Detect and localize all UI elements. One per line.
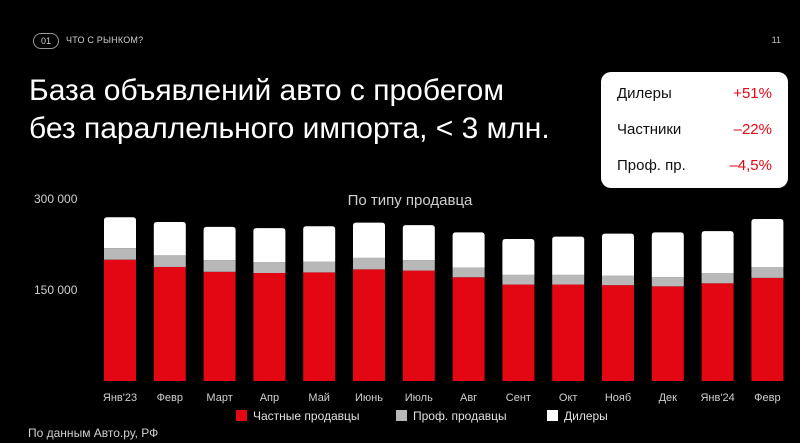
legend-swatch [396, 410, 407, 421]
chart-title: По типу продавца [348, 192, 473, 209]
bar-segment [153, 266, 186, 381]
bar-segment [502, 239, 535, 275]
legend-label: Проф. продавцы [413, 409, 507, 423]
bar-segment [552, 274, 585, 285]
bar-segment [502, 284, 535, 381]
bar-segment [153, 222, 186, 256]
bar-segment [751, 266, 784, 278]
stacked-bar-chart: По типу продавца 300 000 150 000 Янв'23 Февр… [34, 192, 784, 423]
stat-value: –4,5% [729, 157, 772, 174]
stat-label: Проф. пр. [617, 157, 686, 174]
legend-swatch [236, 410, 247, 421]
bar-segment [353, 269, 385, 381]
bar-segment [701, 231, 734, 274]
bar-segment [253, 228, 286, 263]
bar-segment [452, 267, 485, 278]
bar-segment [651, 286, 684, 381]
bar-segment [452, 232, 485, 268]
bar-segment [552, 284, 585, 381]
bar-segment [651, 277, 684, 287]
stat-label: Дилеры [617, 85, 672, 102]
bar-segment [502, 274, 535, 285]
bar-segment [452, 277, 485, 381]
source-note: По данным Авто.ру, РФ [28, 426, 159, 440]
x-tick-label: Июль [405, 392, 433, 404]
bar-segment [203, 271, 236, 381]
stat-row-prof: Проф. пр. –4,5% [617, 157, 772, 193]
bar-segment [353, 222, 385, 258]
x-tick-label: Июнь [355, 392, 383, 404]
bar-segment [353, 257, 385, 270]
x-tick-label: Дек [659, 392, 678, 404]
bar-segment [651, 232, 684, 278]
bar-segment [303, 261, 336, 273]
bar-segment [402, 270, 435, 381]
stat-row-dealers: Дилеры +51% [617, 85, 772, 121]
stat-label: Частники [617, 121, 682, 138]
bar-segment [701, 273, 734, 284]
legend-label: Частные продавцы [253, 409, 360, 423]
x-tick-label: Апр [260, 392, 279, 404]
bar-segment [602, 285, 634, 381]
bar-segment [203, 226, 236, 261]
stat-row-private: Частники –22% [617, 121, 772, 157]
x-tick-label: Янв'23 [103, 392, 137, 404]
slide-number-badge: 01 [33, 33, 59, 49]
x-tick-label: Май [308, 392, 330, 404]
bar-segment [253, 273, 286, 381]
bar-segment [602, 275, 634, 286]
page-title: База объявлений авто с пробегом без пара… [29, 72, 550, 148]
bar-segment [104, 217, 136, 249]
x-tick-label: Авг [460, 392, 477, 404]
bar-segment [751, 277, 784, 381]
legend-swatch [547, 410, 558, 421]
section-label: ЧТО С РЫНКОМ? [66, 35, 144, 45]
bar-segment [303, 272, 336, 381]
x-tick-label: Март [206, 392, 232, 404]
title-line-2: без параллельного импорта, < 3 млн. [29, 112, 550, 145]
stat-value: +51% [733, 85, 772, 102]
x-tick-label: Янв'24 [700, 392, 734, 404]
y-tick-label: 150 000 [34, 283, 78, 297]
y-tick-label: 300 000 [34, 192, 78, 206]
bar-segment [153, 255, 186, 267]
x-tick-label: Февр [754, 392, 780, 404]
bar-segment [104, 248, 136, 260]
bar-segment [253, 262, 286, 274]
title-line-1: База объявлений авто с пробегом [29, 74, 504, 107]
x-tick-label: Окт [559, 392, 578, 404]
x-tick-label: Сент [506, 392, 531, 404]
page-number: 11 [771, 35, 781, 45]
stat-value: –22% [733, 121, 772, 138]
bar-segment [203, 260, 236, 272]
legend-label: Дилеры [564, 409, 608, 423]
bar-segment [602, 233, 634, 276]
bar-segment [552, 236, 585, 275]
seller-change-card: Дилеры +51% Частники –22% Проф. пр. –4,5… [601, 72, 788, 188]
bar-segment [402, 260, 435, 271]
bar-segment [104, 259, 136, 381]
x-tick-label: Февр [157, 392, 183, 404]
bar-segment [303, 226, 336, 262]
bar-segment [701, 283, 734, 381]
bar-segment [402, 225, 435, 261]
bar-segment [751, 219, 784, 267]
x-tick-label: Нояб [605, 392, 631, 404]
